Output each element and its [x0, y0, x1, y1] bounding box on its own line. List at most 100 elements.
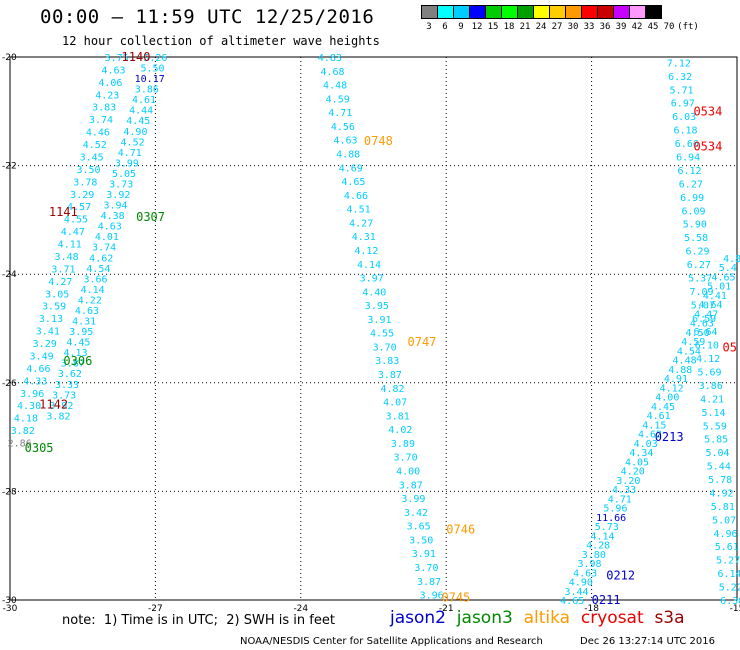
satellite-label: jason2 [390, 608, 457, 628]
track-value: 3.81 [386, 411, 410, 422]
track-value: 4.63 [101, 65, 125, 76]
track-value: 4.57 [67, 202, 91, 213]
track-value: 4.45 [66, 338, 90, 349]
track-value: 4.88 [336, 149, 360, 160]
track-value: 4.66 [344, 191, 368, 202]
y-tick-label: -20 [2, 53, 17, 63]
track-value: 4.63 [333, 136, 357, 147]
track-value: 4.28 [586, 541, 610, 552]
track-value: 4.88 [668, 365, 692, 376]
track-value: 4.65 [711, 272, 735, 283]
track-value: 6.27 [679, 179, 703, 190]
track-value: 3.59 [42, 302, 66, 313]
track-value: 7.09 [689, 287, 713, 298]
track-value: 5.78 [708, 475, 732, 486]
track-value: 3.66 [83, 274, 107, 285]
track-value: 2.86 [8, 439, 32, 450]
pass-time-label: 0212 [606, 569, 635, 583]
pass-time-label: 0748 [364, 134, 393, 148]
track-value: 5.69 [697, 368, 721, 379]
track-value: 5.73 [595, 522, 619, 533]
track-value: 4.27 [48, 277, 72, 288]
track-value: 3.91 [367, 315, 391, 326]
track-value: 3.83 [92, 103, 116, 114]
track-value: 5.14 [701, 408, 725, 419]
pass-time-label: 05 [723, 341, 737, 355]
track-value: 4.33 [612, 485, 636, 496]
track-value: 6.09 [681, 206, 705, 217]
track-value: 4.03 [634, 439, 658, 450]
track-value: 4.64 [698, 300, 722, 311]
legend-label: 36 [599, 22, 611, 32]
satellite-label: altika [523, 608, 581, 628]
track-value: 3.87 [61, 359, 85, 370]
track-value: 3.13 [39, 314, 63, 325]
track-value: 4.59 [326, 94, 350, 105]
track-value: 3.83 [375, 356, 399, 367]
track-value: 3.82 [11, 426, 35, 437]
track-value: 5.50 [141, 64, 165, 75]
track-value: 4.82 [380, 384, 404, 395]
track-value: 3.80 [582, 550, 606, 561]
track-value: 4.55 [64, 215, 88, 226]
track-value: 5.90 [683, 220, 707, 231]
track-value: 4.92 [709, 488, 733, 499]
track-value: 3.96 [420, 591, 444, 602]
track-value: 6.59 [692, 314, 716, 325]
track-value: 6.64 [693, 327, 717, 338]
legend-label: (ft) [677, 22, 699, 32]
pass-time-label: 1142 [39, 398, 68, 412]
track-value: 5.22 [719, 583, 740, 594]
x-tick-label: -18 [584, 604, 599, 614]
track-value: 4.54 [86, 264, 110, 275]
map-subtitle: 12 hour collection of altimeter wave hei… [62, 34, 380, 48]
legend-label: 6 [442, 22, 448, 32]
track-value: 4.02 [388, 425, 412, 436]
track-value: 6.03 [672, 112, 696, 123]
legend-label: 3 [426, 22, 432, 32]
track-value: 7.12 [667, 58, 691, 69]
track-value: 3.95 [69, 327, 93, 338]
track-value: 4.31 [72, 317, 96, 328]
track-value: 3.92 [49, 401, 73, 412]
legend-label: 42 [631, 22, 643, 32]
track-value: 4.18 [14, 414, 38, 425]
legend-label: 15 [487, 22, 499, 32]
track-value: 3.70 [373, 342, 397, 353]
track-value: 3.74 [92, 243, 116, 254]
track-value: 4.63 [98, 222, 122, 233]
track-value: 5.04 [705, 448, 729, 459]
track-value: 4.31 [352, 232, 376, 243]
track-value: 4.14 [590, 531, 614, 542]
satellite-legend: jason2 jason3 altika cryosat s3a [390, 608, 695, 628]
track-value: 6.97 [671, 99, 695, 110]
track-value: 3.86 [699, 381, 723, 392]
track-value: 3.94 [103, 201, 127, 212]
track-value: 4.38 [101, 211, 125, 222]
track-value: 4.55 [370, 329, 394, 340]
track-value: 4.71 [608, 494, 632, 505]
track-value: 4.27 [349, 218, 373, 229]
track-value: 4.41 [703, 291, 727, 302]
track-value: 4.11 [58, 240, 82, 251]
track-value: 3.05 [45, 289, 69, 300]
track-value: 3.50 [409, 535, 433, 546]
track-value: 4.05 [625, 457, 649, 468]
track-value: 3.50 [76, 165, 100, 176]
track-value: 3.82 [46, 411, 70, 422]
track-value: 4.00 [655, 393, 679, 404]
y-tick-label: -26 [2, 379, 17, 389]
pass-time-label: 0745 [441, 590, 470, 604]
track-value: 4.15 [642, 420, 666, 431]
track-value: 4.40 [362, 287, 386, 298]
x-tick-label: -27 [148, 604, 163, 614]
track-value: 5.07 [712, 515, 736, 526]
track-value: 4.59 [681, 337, 705, 348]
track-value: 6.32 [668, 72, 692, 83]
track-value: 6.30 [720, 596, 740, 607]
track-value: 5.37 [688, 273, 712, 284]
pass-time-label: 0534 [693, 104, 722, 118]
track-value: 5.01 [707, 282, 731, 293]
track-value: 3.41 [36, 327, 60, 338]
track-value: 4.56 [331, 122, 355, 133]
